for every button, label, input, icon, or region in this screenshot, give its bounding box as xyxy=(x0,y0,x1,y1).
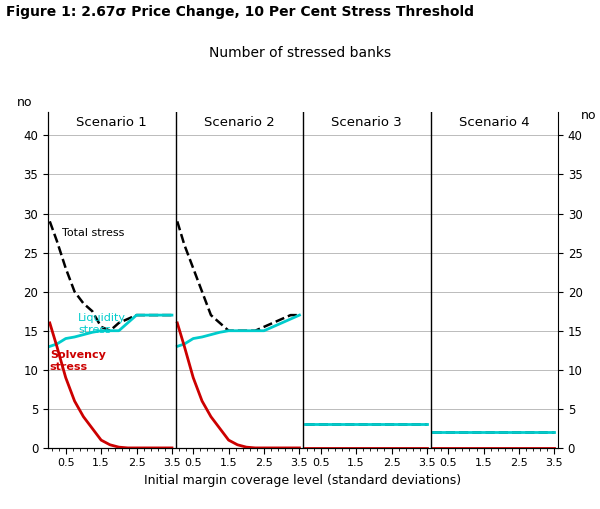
Text: Scenario 4: Scenario 4 xyxy=(459,116,530,129)
Text: Total stress: Total stress xyxy=(62,228,125,238)
X-axis label: Initial margin coverage level (standard deviations): Initial margin coverage level (standard … xyxy=(145,474,461,487)
Text: Scenario 2: Scenario 2 xyxy=(204,116,275,129)
Text: Liquidity
stress: Liquidity stress xyxy=(78,313,126,334)
Text: Solvency
stress: Solvency stress xyxy=(50,350,106,372)
Text: Scenario 1: Scenario 1 xyxy=(76,116,147,129)
Text: Number of stressed banks: Number of stressed banks xyxy=(209,46,391,60)
Y-axis label: no: no xyxy=(581,108,596,122)
Text: Scenario 3: Scenario 3 xyxy=(331,116,402,129)
Text: Figure 1: 2.67σ Price Change, 10 Per Cent Stress Threshold: Figure 1: 2.67σ Price Change, 10 Per Cen… xyxy=(6,5,474,19)
Y-axis label: no: no xyxy=(17,96,33,108)
